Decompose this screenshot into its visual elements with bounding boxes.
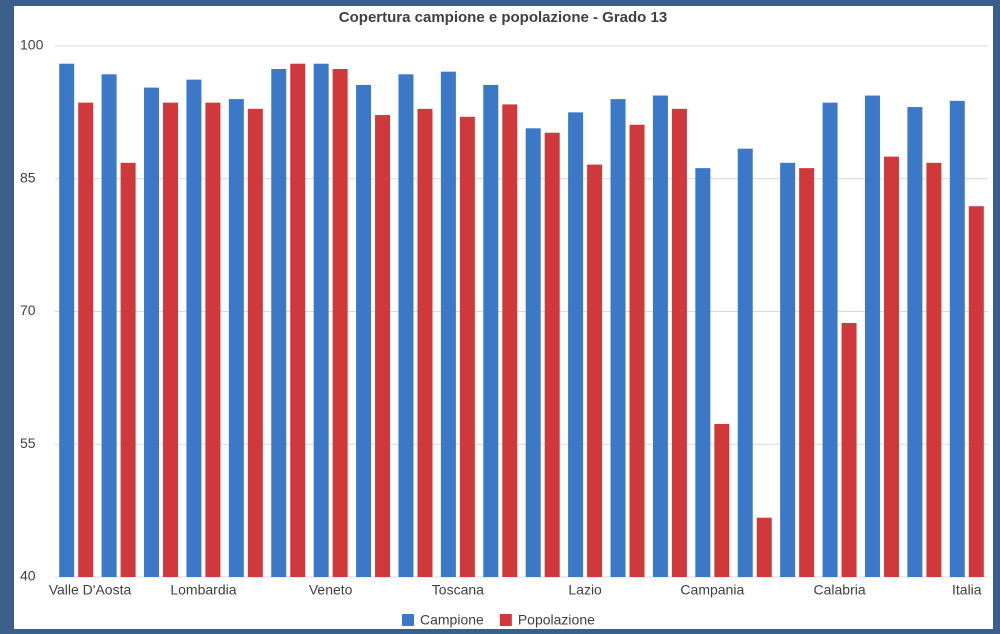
bar <box>205 102 221 577</box>
y-tick-label: 55 <box>20 435 36 451</box>
bar <box>652 95 668 577</box>
x-tick-label: Toscana <box>432 582 484 598</box>
bar <box>59 63 75 577</box>
bar <box>629 124 645 577</box>
bar <box>822 102 838 577</box>
bar <box>780 162 796 577</box>
legend-swatch <box>499 614 512 626</box>
legend-label: Popolazione <box>518 612 595 628</box>
bar <box>883 156 899 577</box>
y-tick-label: 85 <box>20 169 36 185</box>
bar <box>483 84 499 577</box>
bar <box>864 95 880 577</box>
bar <box>78 102 94 577</box>
bar <box>799 168 815 577</box>
legend-swatch <box>402 614 414 626</box>
bar <box>375 115 391 577</box>
bar <box>671 108 687 578</box>
bar <box>228 99 244 577</box>
bar <box>610 99 626 577</box>
bar <box>163 102 179 577</box>
bar <box>440 71 456 577</box>
bar <box>186 79 202 577</box>
bar <box>737 148 753 577</box>
bar <box>356 84 372 577</box>
bar <box>695 168 711 577</box>
x-tick-label: Valle D'Aosta <box>49 582 132 598</box>
x-tick-label: Calabria <box>813 582 865 598</box>
bar <box>101 74 117 577</box>
y-tick-label: 40 <box>20 568 36 584</box>
bar <box>459 116 475 578</box>
bar <box>144 87 160 577</box>
chart-title: Copertura campione e popolazione - Grado… <box>339 9 667 26</box>
bar <box>544 132 560 578</box>
bar <box>949 100 965 578</box>
bar <box>756 517 772 577</box>
bar <box>907 107 923 577</box>
x-tick-label: Italia <box>952 582 982 598</box>
bar <box>120 162 136 577</box>
bar <box>568 112 584 577</box>
y-tick-label: 100 <box>20 37 44 53</box>
bar <box>417 108 433 578</box>
x-tick-label: Lombardia <box>170 582 236 598</box>
bar <box>290 63 306 577</box>
x-tick-label: Lazio <box>568 582 602 598</box>
bar <box>271 69 287 577</box>
bar <box>841 323 857 577</box>
x-tick-label: Campania <box>680 582 744 598</box>
bar <box>587 164 603 577</box>
bar <box>247 108 263 578</box>
y-tick-label: 70 <box>20 302 36 318</box>
bar <box>525 128 541 577</box>
bar <box>332 69 348 577</box>
bar <box>714 423 730 577</box>
bar <box>502 104 518 577</box>
x-tick-label: Veneto <box>309 582 353 598</box>
bar <box>968 206 984 577</box>
bar <box>926 162 942 577</box>
legend-label: Campione <box>420 612 484 628</box>
bar <box>398 74 414 577</box>
bar <box>313 63 329 577</box>
